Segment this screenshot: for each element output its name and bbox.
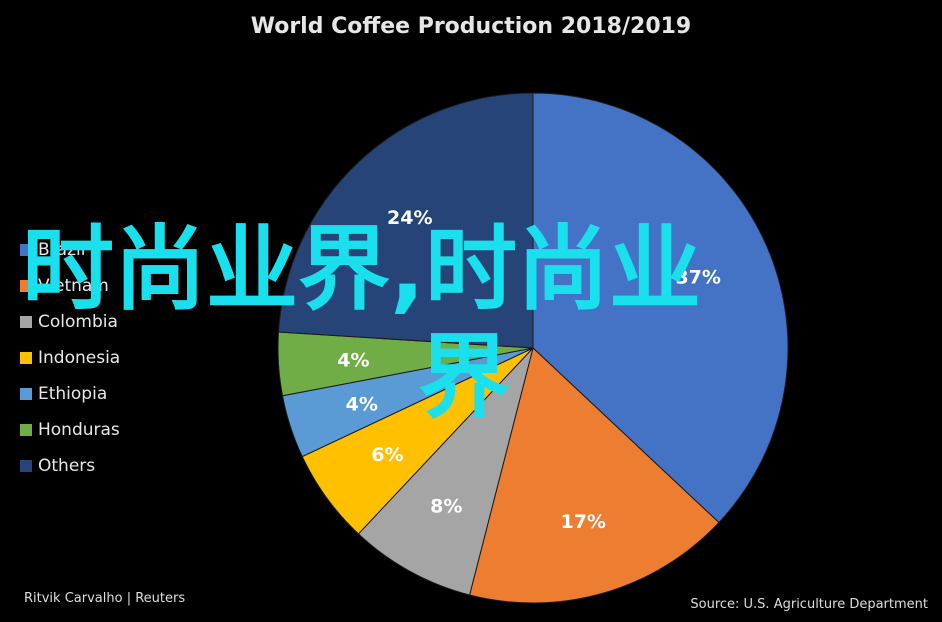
legend-label: Ethiopia <box>38 384 108 404</box>
legend-item-brazil: Brazil <box>20 232 120 268</box>
legend-label: Others <box>38 456 96 476</box>
legend-label: Honduras <box>38 420 120 440</box>
legend-label: Brazil <box>38 240 86 260</box>
watermark-text-line2: 界 <box>418 324 511 431</box>
watermark-text-line1: 时尚业界,时尚业 <box>22 216 701 323</box>
legend-swatch <box>20 316 32 328</box>
data-label-colombia: 8% <box>430 496 462 518</box>
data-label-ethiopia: 4% <box>346 394 378 416</box>
data-label-brazil: 37% <box>675 267 720 289</box>
legend-swatch <box>20 280 32 292</box>
legend-item-ethiopia: Ethiopia <box>20 376 120 412</box>
data-label-honduras: 4% <box>337 349 369 371</box>
chart-title: World Coffee Production 2018/2019 <box>250 14 692 39</box>
legend-swatch <box>20 352 32 364</box>
data-label-vietnam: 17% <box>560 511 605 533</box>
pie-slice-brazil <box>532 92 789 524</box>
source-credit: Source: U.S. Agriculture Department <box>690 597 928 612</box>
legend-swatch <box>20 244 32 256</box>
data-label-others: 24% <box>387 207 432 229</box>
legend-swatch <box>20 388 32 400</box>
pie-slice-others <box>277 92 534 349</box>
legend-swatch <box>20 460 32 472</box>
pie-slice-colombia <box>357 347 534 596</box>
legend-label: Colombia <box>38 312 118 332</box>
legend-item-honduras: Honduras <box>20 412 120 448</box>
data-label-indonesia: 6% <box>371 444 403 466</box>
legend-item-others: Others <box>20 448 120 484</box>
pie-slice-vietnam <box>468 347 720 604</box>
legend-swatch <box>20 424 32 436</box>
legend-item-colombia: Colombia <box>20 304 120 340</box>
legend-item-indonesia: Indonesia <box>20 340 120 376</box>
legend-label: Vietnam <box>38 276 109 296</box>
legend: Brazil Vietnam Colombia Indonesia Ethiopia Ho… <box>20 232 120 484</box>
legend-item-vietnam: Vietnam <box>20 268 120 304</box>
legend-label: Indonesia <box>38 348 121 368</box>
author-credit: Ritvik Carvalho | Reuters <box>24 591 186 606</box>
